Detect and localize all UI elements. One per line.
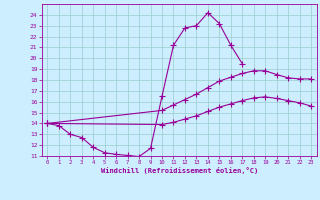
X-axis label: Windchill (Refroidissement éolien,°C): Windchill (Refroidissement éolien,°C) (100, 167, 258, 174)
